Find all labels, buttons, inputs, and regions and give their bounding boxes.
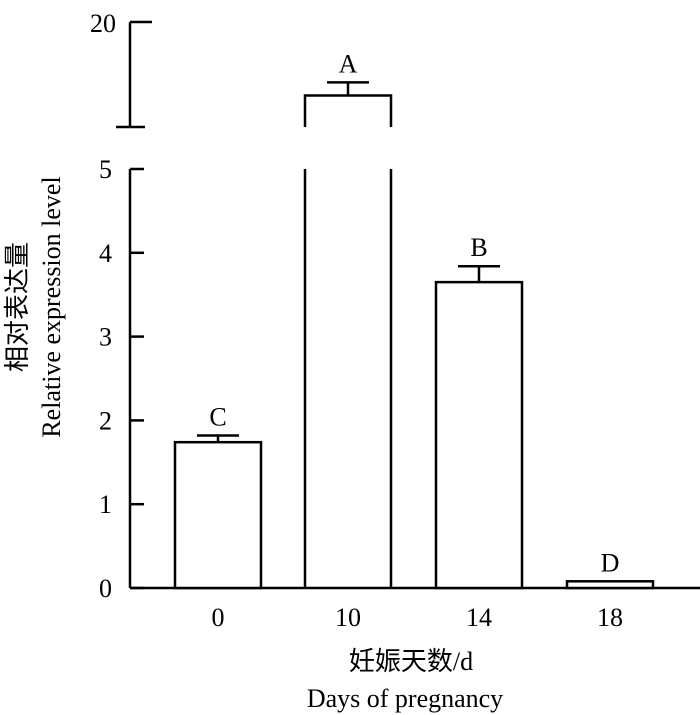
bar-group: D	[565, 548, 655, 590]
y-axis-title: 相对表达量 Relative expression level	[3, 176, 66, 437]
y-tick-label: 1	[99, 490, 112, 519]
x-tick-label: 18	[597, 603, 623, 632]
bar	[434, 280, 524, 590]
bar	[173, 440, 263, 590]
x-tick-label: 14	[466, 603, 492, 632]
significance-label: D	[601, 548, 620, 577]
y-axis	[116, 22, 145, 588]
x-axis-title-cn: 妊娠天数/d	[349, 647, 473, 676]
x-tick-label: 0	[212, 603, 225, 632]
y-ticks: 0 1 2 3 4 5 20	[90, 9, 152, 603]
bar-group: C	[173, 402, 263, 590]
significance-label: C	[209, 402, 226, 431]
bars: C A B D	[173, 49, 655, 590]
y-tick-label: 3	[99, 323, 112, 352]
significance-label: B	[470, 233, 487, 262]
x-tick-label: 10	[335, 603, 361, 632]
y-axis-title-en: Relative expression level	[37, 176, 66, 437]
y-tick-label: 4	[99, 239, 112, 268]
y-tick-label: 2	[99, 406, 112, 435]
x-axis-title-en: Days of pregnancy	[307, 684, 503, 713]
bar-group: A	[303, 49, 393, 588]
bar-group: B	[434, 233, 524, 590]
y-tick-label: 0	[99, 574, 112, 603]
bar	[565, 580, 655, 590]
y-axis-title-cn: 相对表达量	[3, 242, 32, 372]
y-tick-label: 5	[99, 155, 112, 184]
y-tick-label-upper: 20	[90, 9, 116, 38]
significance-label: A	[339, 49, 358, 78]
bar	[303, 94, 393, 127]
x-ticks: 0 10 14 18	[212, 603, 624, 632]
